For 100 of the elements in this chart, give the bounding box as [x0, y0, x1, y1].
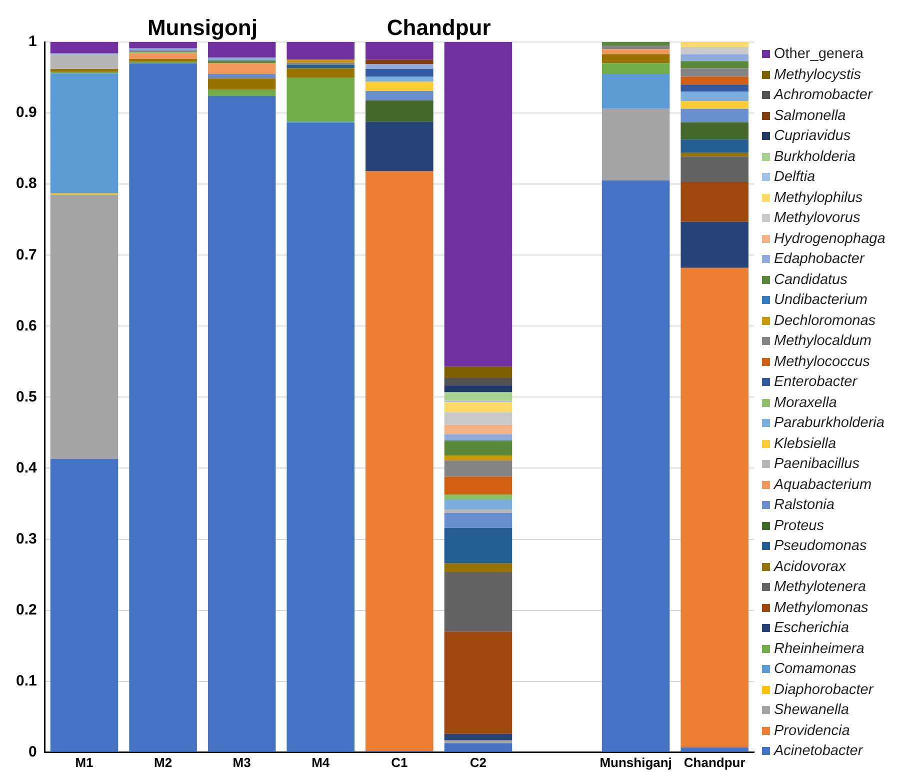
legend-label: Rheinheimera: [774, 640, 864, 657]
bar: [208, 96, 276, 752]
bar: [444, 460, 512, 477]
legend-label: Acinetobacter: [774, 743, 863, 760]
bar: [444, 366, 512, 378]
y-tick-label: 0: [28, 744, 37, 761]
bar: [680, 152, 748, 156]
legend-label: Methylocystis: [774, 66, 862, 83]
legend-label: Methylotenera: [774, 579, 866, 596]
bar: [444, 632, 512, 734]
bar: [680, 42, 748, 47]
legend-label: Methylovorus: [774, 210, 860, 226]
legend-label: Enterobacter: [774, 374, 858, 390]
bar: [208, 90, 276, 96]
bar: [444, 440, 512, 456]
y-tick-label: 0.6: [16, 317, 37, 334]
bar: [680, 139, 748, 153]
y-tick-label: 0.3: [16, 530, 37, 548]
bar: [680, 92, 748, 101]
legend-label: Ralstonia: [774, 497, 834, 514]
bar: [129, 53, 197, 60]
x-tick-label: C1: [391, 754, 408, 770]
legend-label: Candidatus: [774, 272, 848, 288]
x-tick-label: Chandpur: [684, 754, 746, 770]
legend-label: Klebsiella: [774, 436, 836, 452]
legend-label: Dechloromonas: [774, 312, 876, 329]
legend-label: Escherichia: [774, 620, 849, 636]
bar: [444, 494, 512, 500]
bar: [286, 68, 355, 78]
y-tick-label: 0.4: [16, 459, 38, 476]
legend-label: Cupriavidus: [774, 128, 851, 144]
legend-label: Edaphobacter: [774, 251, 864, 268]
bar: [366, 76, 434, 82]
bar: [286, 78, 355, 122]
y-tick-label: 0.2: [16, 601, 37, 618]
legend-label: Methylocaldum: [774, 333, 872, 350]
bar: [680, 68, 748, 77]
bar: [366, 42, 434, 60]
bar: [366, 82, 434, 92]
bar: [602, 180, 670, 752]
bar: [208, 78, 276, 90]
bar: [444, 385, 512, 392]
bar: [680, 222, 748, 268]
y-tick-label: 1: [28, 33, 37, 50]
legend-label: Methylophilus: [774, 190, 863, 206]
bar: [129, 48, 197, 51]
legend-label: Undibacterium: [774, 292, 868, 308]
legend-label: Other_genera: [774, 46, 864, 62]
bar: [602, 74, 670, 109]
legend-label: Shewanella: [774, 702, 849, 718]
y-tick-label: 0.7: [16, 246, 37, 264]
x-tick-label: M4: [312, 754, 330, 770]
bar: [366, 100, 434, 122]
y-tick-label: 0.1: [16, 672, 37, 690]
bar: [208, 60, 276, 64]
text: Chandpur: [386, 15, 492, 40]
bar: [444, 509, 512, 513]
bar: [286, 64, 355, 68]
bar: [444, 455, 512, 460]
bar: [680, 54, 748, 62]
bar: [129, 63, 197, 752]
legend-label: Achromobacter: [774, 87, 872, 104]
bar: [602, 108, 670, 181]
bar: [680, 76, 748, 85]
bar: [444, 743, 512, 752]
bar: [444, 412, 512, 425]
legend-label: Proteus: [774, 518, 824, 534]
bar: [444, 500, 512, 510]
bar: [286, 122, 355, 752]
bar: [444, 563, 512, 572]
bar: [129, 42, 197, 48]
legend-label: Delftia: [774, 169, 816, 186]
bar: [680, 61, 748, 68]
bar: [286, 42, 355, 60]
bar: [680, 46, 748, 54]
legend-label: Salmonella: [774, 108, 846, 124]
bar: [129, 59, 197, 62]
legend-label: Pseudomonas: [774, 538, 867, 554]
bar: [444, 42, 512, 367]
text: Munsigonj: [147, 15, 258, 40]
bar: [50, 54, 118, 69]
bar: [444, 528, 512, 564]
x-tick-label: Munshiganj: [600, 754, 672, 770]
bar: [366, 122, 434, 172]
bar: [680, 84, 748, 92]
legend-label: Paenibacillus: [774, 456, 860, 472]
bar: [208, 58, 276, 60]
bar: [444, 424, 512, 434]
bar: [366, 64, 434, 69]
legend-label: Hydrogenophaga: [774, 230, 886, 247]
bar: [602, 42, 670, 46]
bar: [680, 182, 748, 222]
bar: [50, 42, 118, 54]
legend-label: Aquabacterium: [774, 476, 872, 493]
x-tick-label: M3: [232, 754, 251, 770]
bar: [444, 476, 512, 495]
legend-label: Acidovorax: [774, 558, 846, 575]
y-tick-label: 0.8: [16, 175, 37, 192]
bar: [680, 108, 748, 122]
bar: [602, 46, 670, 50]
